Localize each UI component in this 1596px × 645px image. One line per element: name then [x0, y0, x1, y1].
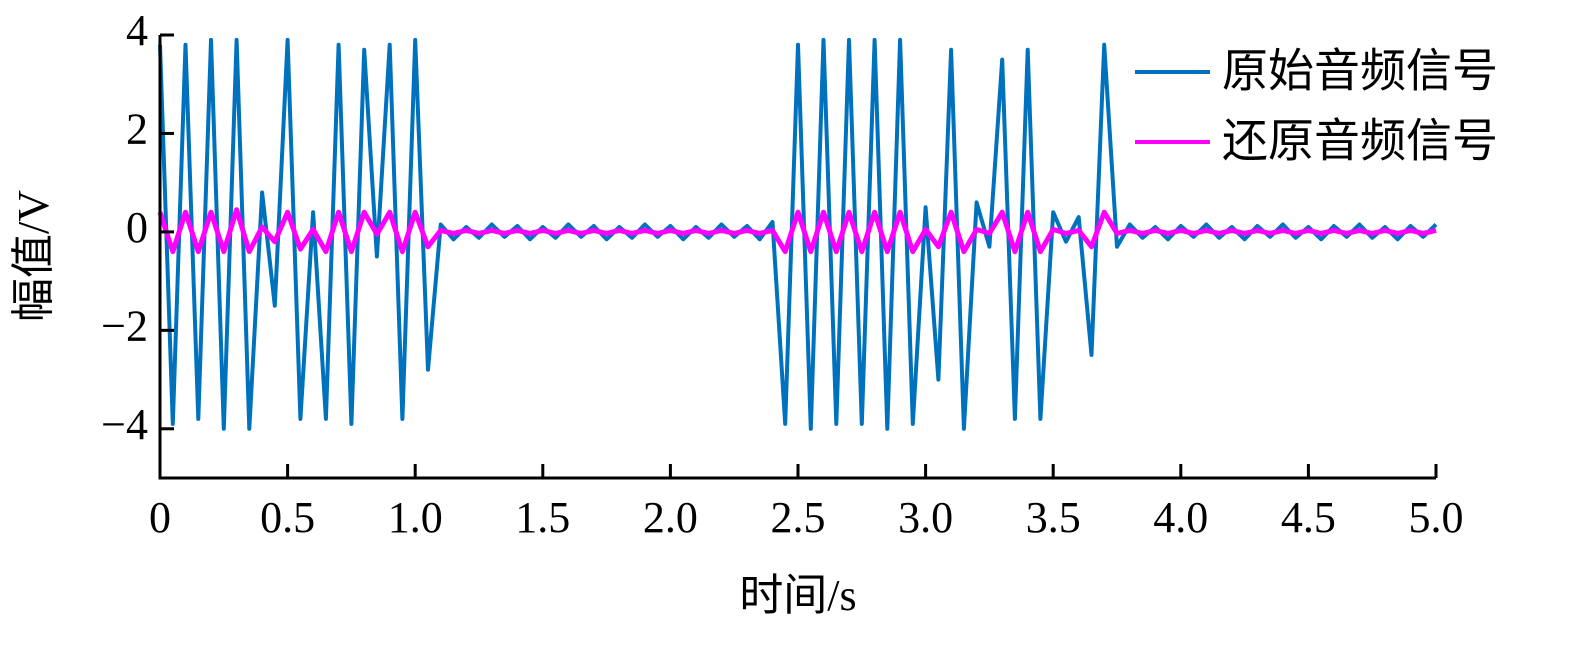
x-tick-label: 0.5	[260, 493, 315, 542]
legend-label: 还原音频信号	[1222, 116, 1498, 167]
series-line	[157, 207, 1437, 255]
y-axis-label: 幅值/V	[9, 190, 58, 322]
x-tick-label: 0	[149, 493, 171, 542]
x-tick-label: 4.0	[1153, 493, 1208, 542]
y-tick-label: 4	[126, 6, 148, 55]
x-tick-label: 2.0	[643, 493, 698, 542]
x-tick-label: 3.0	[898, 493, 953, 542]
y-tick-label: 0	[126, 203, 148, 252]
plot-area	[157, 37, 1438, 431]
x-axis-label: 时间/s	[739, 571, 856, 620]
y-tick-label: −4	[101, 400, 148, 449]
legend-label: 原始音频信号	[1222, 46, 1498, 97]
x-tick-label: 1.0	[388, 493, 443, 542]
x-tick-label: 1.5	[515, 493, 570, 542]
x-tick-label: 4.5	[1281, 493, 1336, 542]
y-tick-label: 2	[126, 105, 148, 154]
x-tick-label: 2.5	[771, 493, 826, 542]
x-tick-label: 5.0	[1409, 493, 1464, 542]
y-tick-label: −2	[101, 301, 148, 350]
x-tick-label: 3.5	[1026, 493, 1081, 542]
